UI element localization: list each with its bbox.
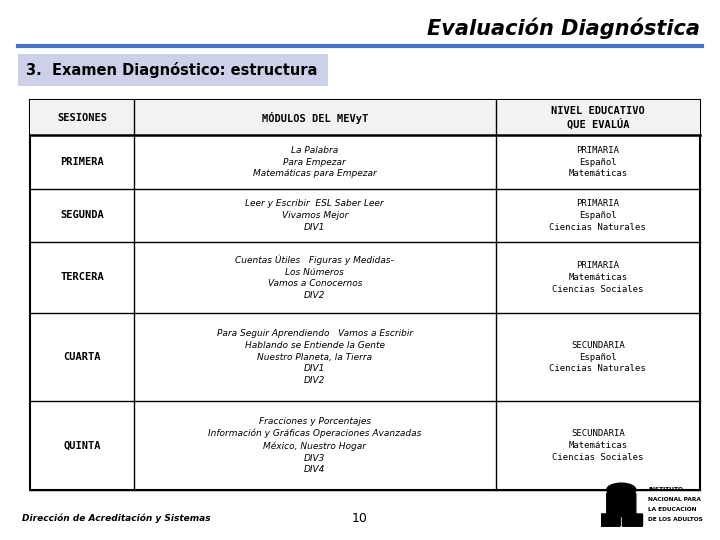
FancyBboxPatch shape <box>622 514 642 526</box>
Text: Leer y Escribir  ESL Saber Leer
Vivamos Mejor
DIV1: Leer y Escribir ESL Saber Leer Vivamos M… <box>246 199 384 232</box>
Text: Para Seguir Aprendiendo   Vamos a Escribir
Hablando se Entiende la Gente
Nuestro: Para Seguir Aprendiendo Vamos a Escribir… <box>217 329 413 385</box>
Text: Dirección de Acreditación y Sistemas: Dirección de Acreditación y Sistemas <box>22 513 211 523</box>
Text: MÓDULOS DEL MEVyT: MÓDULOS DEL MEVyT <box>261 112 368 124</box>
Bar <box>30 100 700 136</box>
Text: NACIONAL PARA: NACIONAL PARA <box>648 497 701 502</box>
Text: NIVEL EDUCATIVO
QUE EVALÚA: NIVEL EDUCATIVO QUE EVALÚA <box>551 106 644 130</box>
Text: CUARTA: CUARTA <box>63 352 101 362</box>
Text: QUINTA: QUINTA <box>63 441 101 451</box>
Text: SECUNDARIA
Matemáticas
Ciencias Sociales: SECUNDARIA Matemáticas Ciencias Sociales <box>552 429 644 462</box>
Text: INSTITUTO: INSTITUTO <box>648 487 683 492</box>
Text: 3.  Examen Diagnóstico: estructura: 3. Examen Diagnóstico: estructura <box>26 62 318 78</box>
Text: Cuentas Útiles   Figuras y Medidas-
Los Números
Vamos a Conocernos
DIV2: Cuentas Útiles Figuras y Medidas- Los Nú… <box>235 254 394 300</box>
Text: PRIMERA: PRIMERA <box>60 157 104 167</box>
Bar <box>30 100 700 490</box>
FancyBboxPatch shape <box>600 514 620 526</box>
Text: Evaluación Diagnóstica: Evaluación Diagnóstica <box>427 17 700 39</box>
Text: PRIMARIA
Español
Matemáticas: PRIMARIA Español Matemáticas <box>568 146 627 178</box>
Text: PRIMARIA
Español
Ciencias Naturales: PRIMARIA Español Ciencias Naturales <box>549 199 647 232</box>
Bar <box>18 54 328 86</box>
Text: SECUNDARIA
Español
Ciencias Naturales: SECUNDARIA Español Ciencias Naturales <box>549 341 647 373</box>
Text: LA EDUCACIÓN: LA EDUCACIÓN <box>648 507 696 512</box>
Text: PRIMARIA
Matemáticas
Ciencias Sociales: PRIMARIA Matemáticas Ciencias Sociales <box>552 261 644 294</box>
FancyBboxPatch shape <box>607 493 636 516</box>
Text: Fracciones y Porcentajes
Información y Gráficas Operaciones Avanzadas
México, Nu: Fracciones y Porcentajes Información y G… <box>208 417 421 475</box>
Text: TERCERA: TERCERA <box>60 272 104 282</box>
Text: SESIONES: SESIONES <box>57 113 107 123</box>
Text: La Palabra
Para Empezar
Matemáticas para Empezar: La Palabra Para Empezar Matemáticas para… <box>253 146 377 178</box>
Text: 10: 10 <box>352 511 368 524</box>
Circle shape <box>607 483 636 496</box>
Text: SEGUNDA: SEGUNDA <box>60 210 104 220</box>
Text: DE LOS ADULTOS: DE LOS ADULTOS <box>648 517 703 522</box>
